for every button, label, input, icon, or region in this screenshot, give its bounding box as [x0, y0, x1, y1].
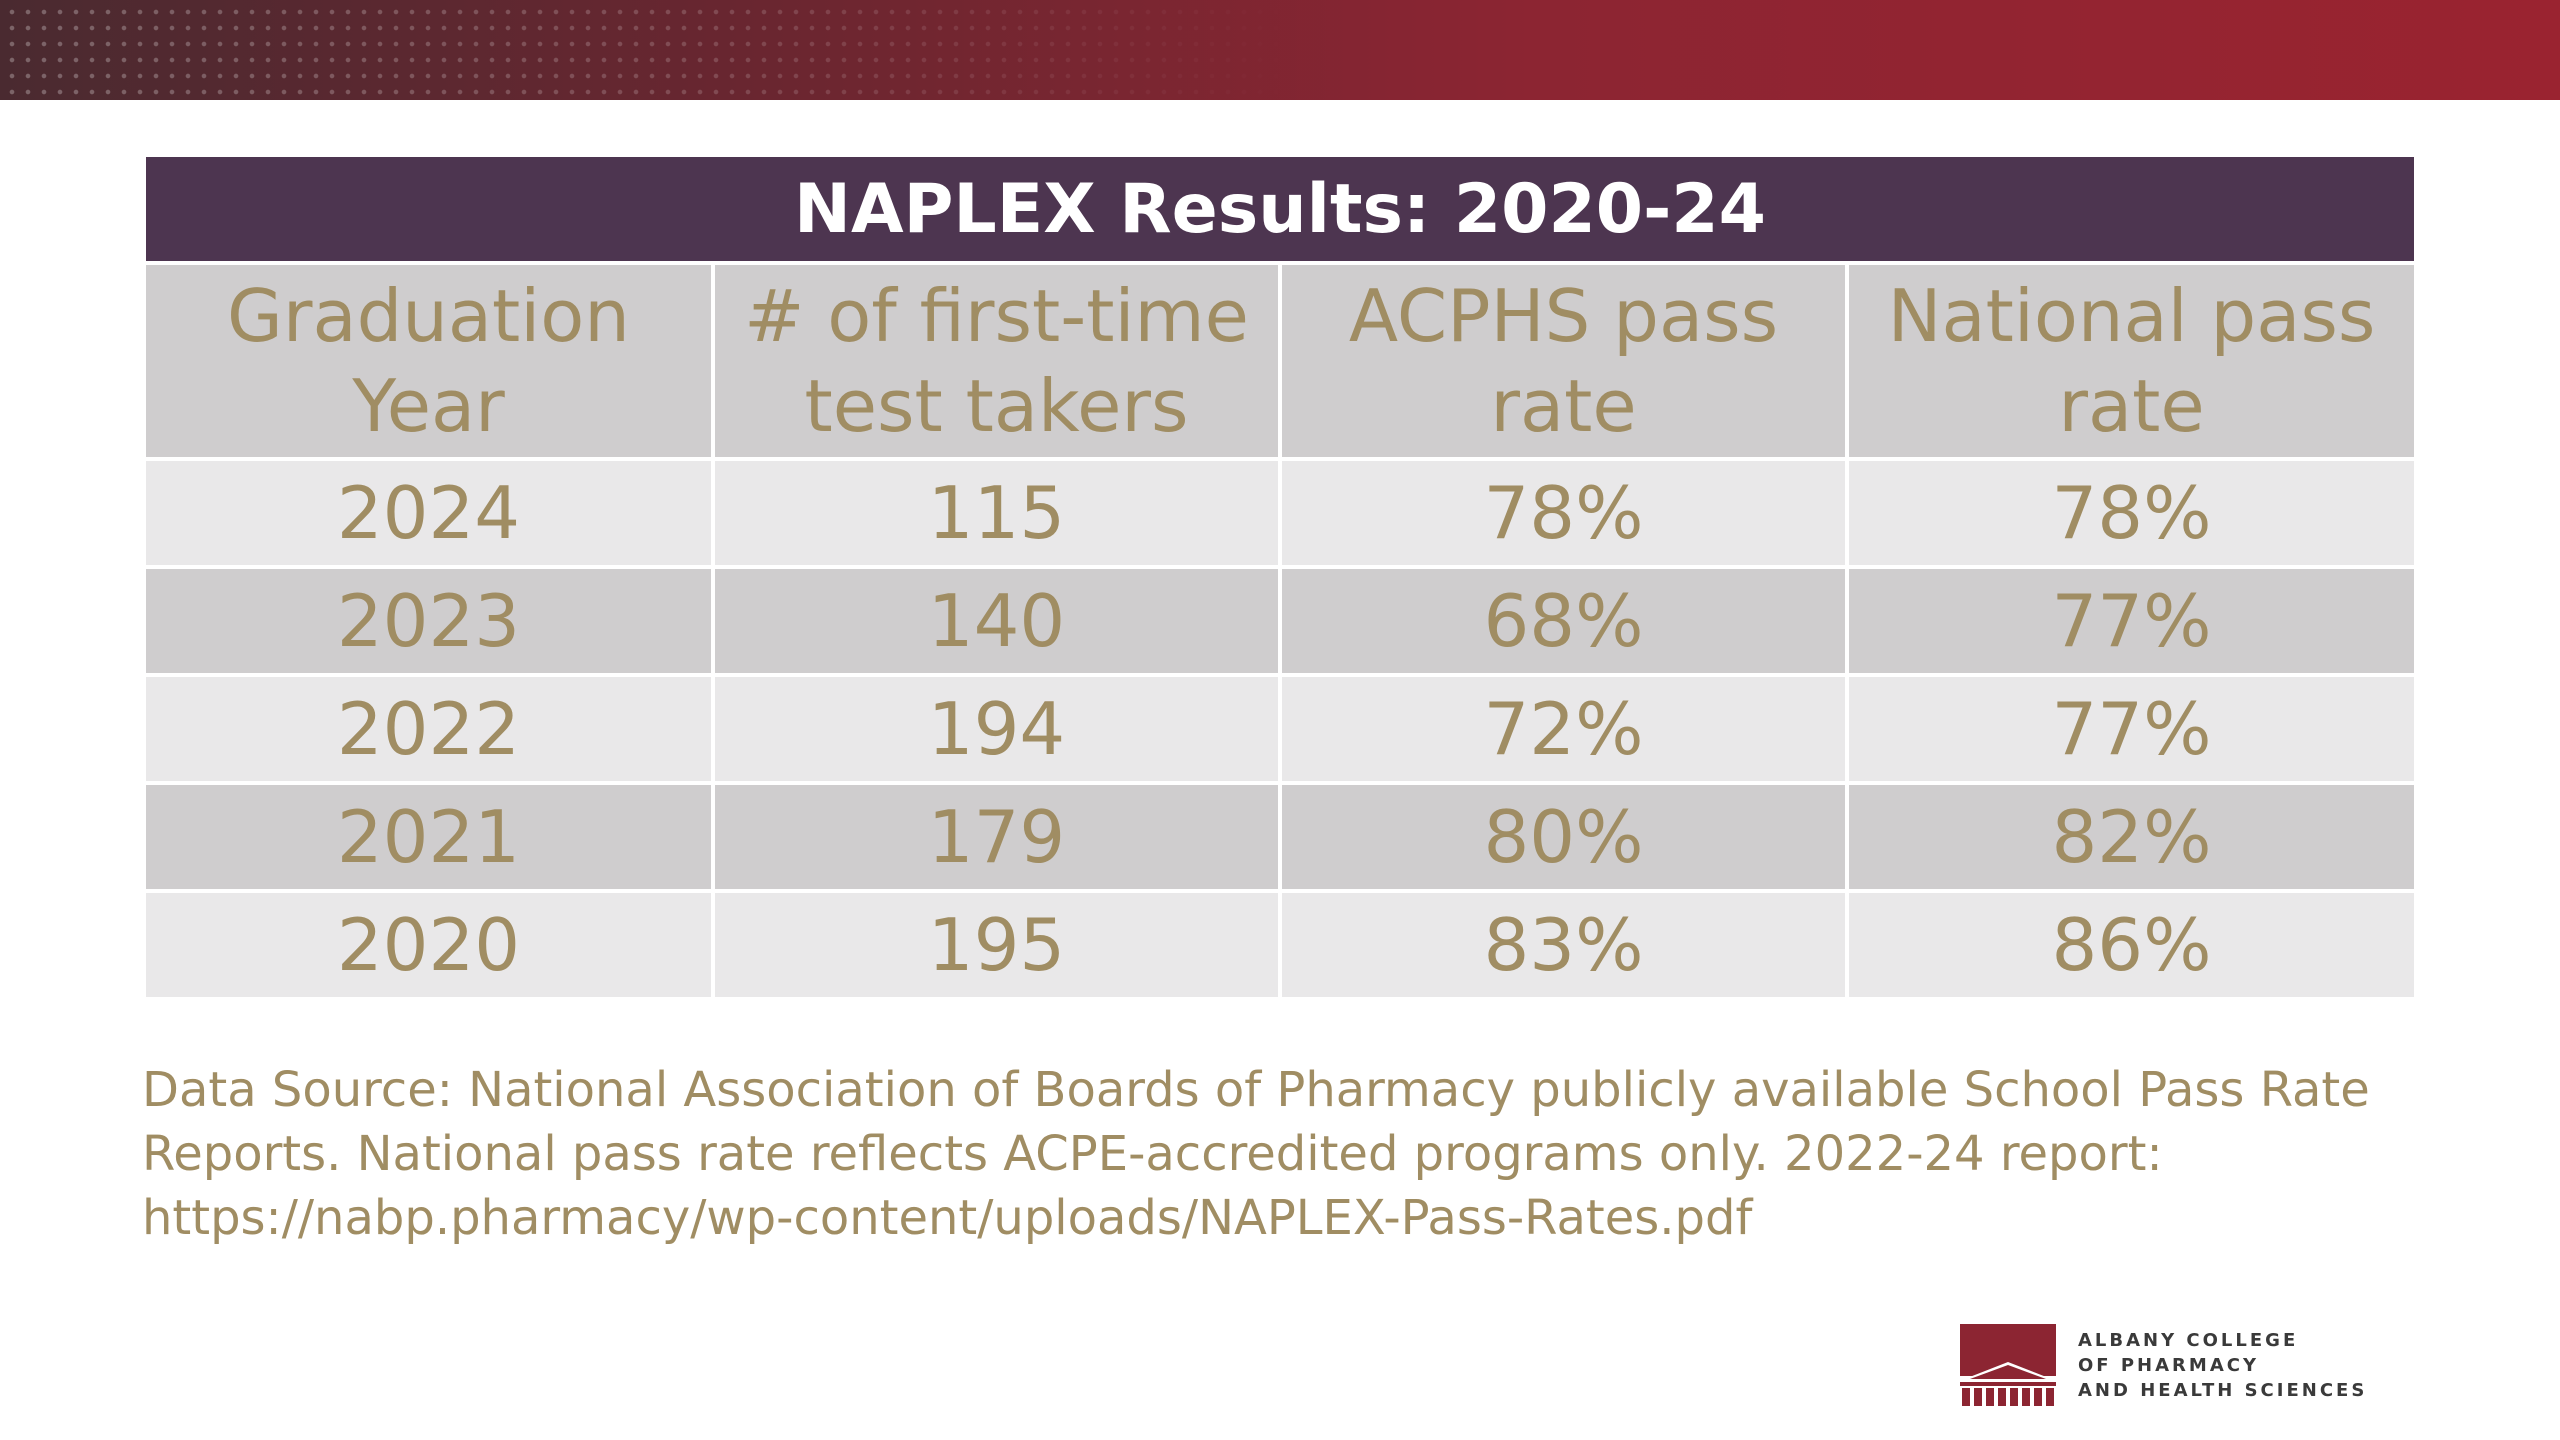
- footnote-line: Reports. National pass rate reflects ACP…: [142, 1126, 2163, 1182]
- cell-acphs-pass-rate: 80%: [1278, 781, 1847, 891]
- cell-test-takers: 179: [711, 781, 1280, 891]
- cell-national-pass-rate: 77%: [1845, 673, 2414, 783]
- footnote-line: Data Source: National Association of Boa…: [142, 1062, 2370, 1118]
- header-acphs-pass-rate: ACPHS pass rate: [1278, 265, 1847, 459]
- college-name-line: AND HEALTH SCIENCES: [2078, 1379, 2368, 1401]
- results-table-container: NAPLEX Results: 2020-24 Graduation Year …: [146, 157, 2414, 997]
- top-banner: [0, 0, 2560, 100]
- cell-test-takers: 194: [711, 673, 1280, 783]
- cell-graduation-year: 2023: [146, 565, 713, 675]
- table-row: 2021 179 80% 82%: [146, 781, 2414, 891]
- cell-graduation-year: 2024: [146, 457, 713, 567]
- cell-graduation-year: 2022: [146, 673, 713, 783]
- header-graduation-year: Graduation Year: [146, 265, 713, 459]
- footnote-url: https://nabp.pharmacy/wp-content/uploads…: [142, 1190, 1753, 1246]
- college-name: ALBANY COLLEGE OF PHARMACY AND HEALTH SC…: [2078, 1328, 2367, 1403]
- table-title: NAPLEX Results: 2020-24: [146, 157, 2414, 261]
- data-source-footnote: Data Source: National Association of Boa…: [142, 1058, 2442, 1250]
- cell-test-takers: 195: [711, 889, 1280, 997]
- college-name-line: OF PHARMACY: [2078, 1354, 2259, 1376]
- table-row: 2022 194 72% 77%: [146, 673, 2414, 783]
- results-table: Graduation Year # of first-time test tak…: [146, 265, 2414, 997]
- header-national-pass-rate: National pass rate: [1845, 265, 2414, 459]
- banner-dot-pattern: [0, 0, 1300, 100]
- cell-graduation-year: 2021: [146, 781, 713, 891]
- cell-test-takers: 140: [711, 565, 1280, 675]
- cell-acphs-pass-rate: 72%: [1278, 673, 1847, 783]
- cell-graduation-year: 2020: [146, 889, 713, 997]
- cell-national-pass-rate: 82%: [1845, 781, 2414, 891]
- cell-national-pass-rate: 78%: [1845, 457, 2414, 567]
- college-logo: ALBANY COLLEGE OF PHARMACY AND HEALTH SC…: [1960, 1322, 2367, 1408]
- table-row: 2020 195 83% 86%: [146, 889, 2414, 997]
- cell-national-pass-rate: 77%: [1845, 565, 2414, 675]
- cell-national-pass-rate: 86%: [1845, 889, 2414, 997]
- college-name-line: ALBANY COLLEGE: [2078, 1329, 2299, 1351]
- cell-acphs-pass-rate: 68%: [1278, 565, 1847, 675]
- table-header-row: Graduation Year # of first-time test tak…: [146, 265, 2414, 459]
- table-row: 2024 115 78% 78%: [146, 457, 2414, 567]
- cell-acphs-pass-rate: 78%: [1278, 457, 1847, 567]
- cell-acphs-pass-rate: 83%: [1278, 889, 1847, 997]
- header-test-takers: # of first-time test takers: [711, 265, 1280, 459]
- cell-test-takers: 115: [711, 457, 1280, 567]
- table-row: 2023 140 68% 77%: [146, 565, 2414, 675]
- college-building-logo-icon: [1960, 1324, 2056, 1406]
